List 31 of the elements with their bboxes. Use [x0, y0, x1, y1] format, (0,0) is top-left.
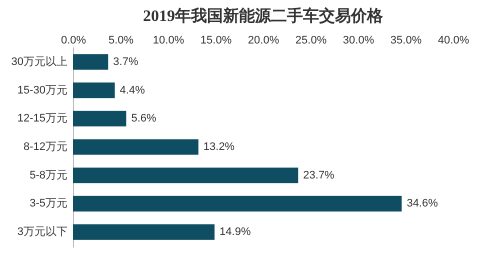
- y-tick-label: 15-30万元: [17, 84, 68, 96]
- data-label: 5.6%: [131, 112, 156, 125]
- bar: [73, 54, 108, 70]
- bar: [73, 82, 115, 98]
- bar: [73, 168, 298, 184]
- bar: [73, 224, 215, 240]
- x-tick-label: 15.0%: [200, 34, 232, 46]
- x-tick-label: 10.0%: [152, 34, 184, 46]
- x-tick-label: 35.0%: [390, 34, 422, 46]
- x-tick-label: 20.0%: [248, 34, 280, 46]
- y-tick-label: 5-8万元: [30, 169, 68, 182]
- data-label: 13.2%: [203, 141, 235, 153]
- y-tick-label: 30万元以上: [11, 54, 68, 68]
- bar: [73, 196, 402, 212]
- x-tick-label: 25.0%: [295, 34, 327, 46]
- data-label: 34.6%: [406, 198, 438, 210]
- data-label: 3.7%: [113, 56, 138, 68]
- y-tick-label: 12-15万元: [17, 112, 68, 125]
- x-tick-label: 30.0%: [342, 34, 374, 46]
- chart-title: 2019年我国新能源二手车交易价格: [143, 6, 384, 25]
- bar: [73, 139, 198, 155]
- x-tick-label: 5.0%: [108, 34, 134, 46]
- x-tick-label: 0.0%: [60, 34, 86, 46]
- data-label: 4.4%: [120, 84, 146, 96]
- y-tick-label: 3万元以下: [17, 225, 68, 238]
- x-tick-label: 40.0%: [438, 34, 470, 46]
- y-tick-label: 8-12万元: [23, 141, 68, 153]
- bar: [73, 110, 126, 126]
- y-tick-label: 3-5万元: [30, 198, 68, 210]
- data-label: 14.9%: [220, 226, 251, 238]
- data-label: 23.7%: [303, 169, 335, 182]
